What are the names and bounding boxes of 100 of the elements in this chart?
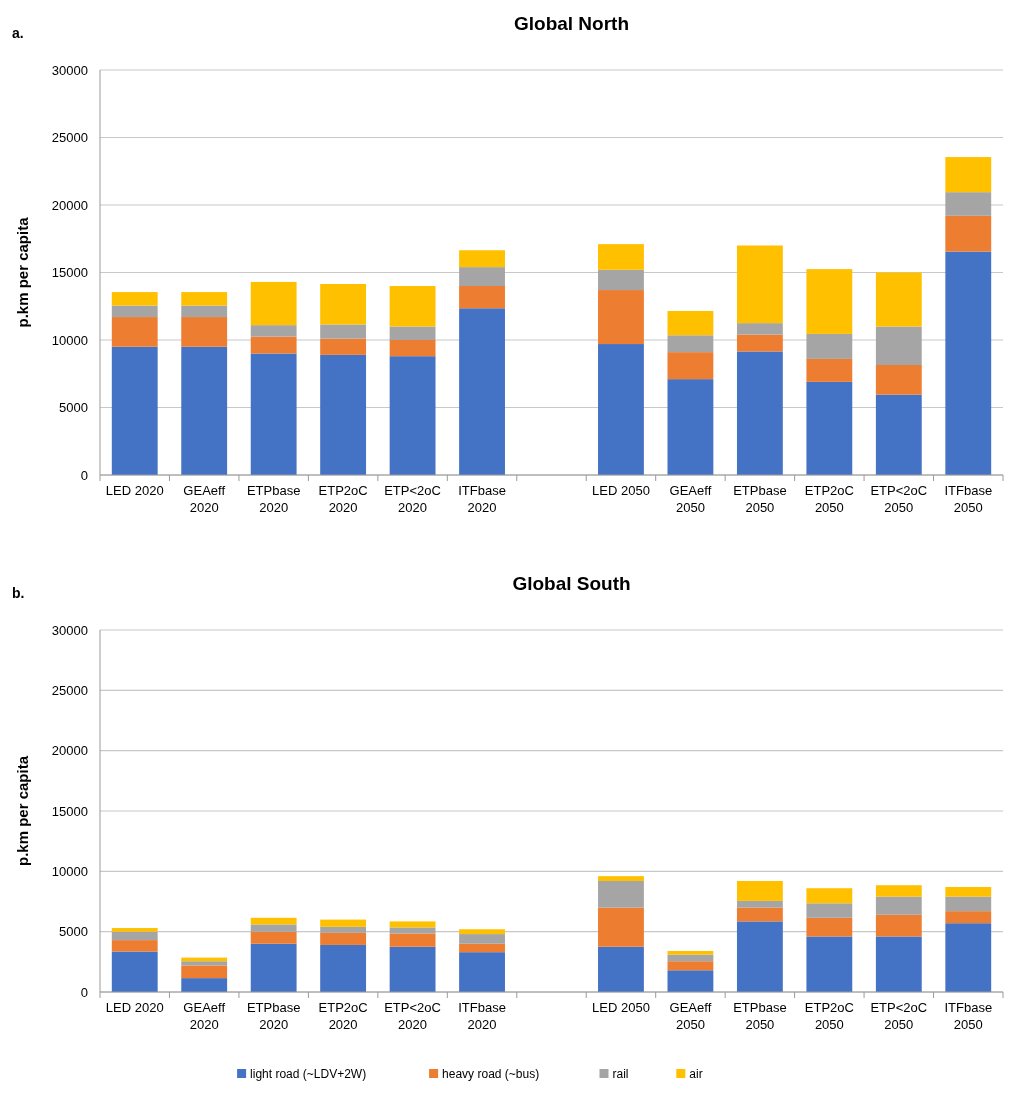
bar bbox=[598, 290, 644, 345]
text: b. bbox=[12, 585, 25, 601]
bar bbox=[320, 283, 367, 325]
bar bbox=[598, 269, 644, 291]
bar bbox=[945, 887, 992, 897]
bar bbox=[459, 929, 505, 935]
bar bbox=[736, 245, 783, 324]
bar bbox=[111, 940, 158, 952]
bar bbox=[389, 921, 436, 928]
bar bbox=[806, 903, 853, 918]
x-tick-label: ETPbase 2020 bbox=[246, 483, 301, 515]
x-tick-label: GEAeff 2050 bbox=[669, 1000, 712, 1032]
bar bbox=[806, 333, 853, 359]
bar bbox=[389, 286, 436, 327]
y-axis-title: p.km per capita bbox=[14, 755, 31, 867]
y-tick-label: 25000 bbox=[51, 130, 88, 146]
bar bbox=[181, 965, 228, 979]
bar bbox=[945, 251, 992, 475]
bar bbox=[181, 961, 228, 966]
x-tick-label: ETP2oC 2020 bbox=[318, 1000, 368, 1032]
bar bbox=[598, 344, 644, 475]
y-tick-label: 0 bbox=[80, 984, 88, 1000]
x-tick-label: ETPbase 2020 bbox=[246, 1000, 301, 1032]
bar bbox=[598, 946, 644, 992]
y-tick-label: 10000 bbox=[51, 332, 88, 348]
y-tick-label: 5000 bbox=[59, 400, 88, 416]
bar bbox=[945, 896, 992, 912]
bar bbox=[181, 346, 228, 475]
y-tick-label: 15000 bbox=[51, 265, 88, 281]
bar bbox=[111, 931, 158, 941]
bar bbox=[320, 944, 367, 992]
legend-label: air bbox=[689, 1067, 703, 1081]
x-tick-label: ETP<2oC 2050 bbox=[870, 1000, 928, 1032]
bar bbox=[736, 900, 783, 908]
bar bbox=[181, 317, 228, 347]
x-tick-label: ITFbase 2020 bbox=[458, 1000, 506, 1032]
bar bbox=[667, 950, 714, 955]
x-tick-label: LED 2050 bbox=[592, 1000, 650, 1015]
bar bbox=[945, 215, 992, 252]
bar bbox=[736, 880, 783, 901]
bar bbox=[667, 379, 714, 475]
bar bbox=[598, 876, 644, 881]
bar bbox=[806, 358, 853, 382]
bar bbox=[736, 334, 783, 352]
bar bbox=[598, 880, 644, 908]
y-tick-label: 30000 bbox=[51, 62, 88, 78]
bar bbox=[459, 943, 505, 953]
x-tick-label: GEAeff 2050 bbox=[669, 483, 712, 515]
bar bbox=[320, 919, 367, 927]
text: a. bbox=[12, 25, 24, 41]
bar bbox=[111, 317, 158, 347]
bar bbox=[667, 970, 714, 992]
bar bbox=[806, 936, 853, 992]
y-tick-label: 25000 bbox=[51, 682, 88, 698]
bar bbox=[945, 157, 992, 193]
y-tick-label: 0 bbox=[80, 467, 88, 483]
bar bbox=[250, 336, 297, 354]
bar bbox=[389, 946, 436, 992]
x-tick-label: ETP<2oC 2020 bbox=[384, 1000, 441, 1032]
x-tick-label: LED 2020 bbox=[105, 1000, 164, 1015]
bar bbox=[806, 888, 853, 904]
bar bbox=[111, 928, 158, 932]
x-tick-label: ETP<2oC 2050 bbox=[870, 483, 928, 515]
bar bbox=[459, 952, 505, 992]
bar bbox=[806, 269, 853, 334]
legend-label: rail bbox=[612, 1067, 629, 1081]
bar bbox=[875, 936, 922, 992]
x-tick-label: ITFbase 2050 bbox=[944, 1000, 993, 1032]
x-tick-label: ETPbase 2050 bbox=[733, 483, 787, 515]
bar bbox=[875, 394, 922, 475]
y-tick-label: 15000 bbox=[51, 803, 88, 819]
bar bbox=[111, 305, 158, 318]
bar bbox=[736, 907, 783, 922]
bar bbox=[181, 305, 228, 318]
bar bbox=[875, 914, 922, 937]
bar bbox=[945, 911, 992, 924]
y-tick-label: 10000 bbox=[51, 863, 88, 879]
bar bbox=[320, 338, 367, 355]
x-tick-label: LED 2050 bbox=[592, 483, 650, 498]
y-tick-label: 30000 bbox=[51, 622, 88, 638]
bar bbox=[320, 354, 367, 475]
bar bbox=[875, 885, 922, 897]
bar bbox=[320, 324, 367, 339]
bar bbox=[875, 326, 922, 365]
bar bbox=[667, 352, 714, 380]
chart-title: Global North bbox=[513, 13, 630, 34]
chart-title: Global South bbox=[512, 573, 631, 594]
bar bbox=[598, 907, 644, 947]
x-tick-label: GEAeff 2020 bbox=[183, 483, 226, 515]
bar bbox=[806, 917, 853, 937]
y-tick-label: 20000 bbox=[51, 197, 88, 213]
y-tick-label: 20000 bbox=[51, 743, 88, 759]
bar bbox=[875, 272, 922, 327]
bar bbox=[389, 340, 436, 357]
bar bbox=[459, 934, 505, 944]
x-tick-label: ETP2oC 2020 bbox=[318, 483, 368, 515]
bar bbox=[250, 353, 297, 475]
x-tick-label: ETP2oC 2050 bbox=[804, 1000, 854, 1032]
x-tick-label: ETP<2oC 2020 bbox=[384, 483, 441, 515]
x-tick-label: LED 2020 bbox=[105, 483, 164, 498]
